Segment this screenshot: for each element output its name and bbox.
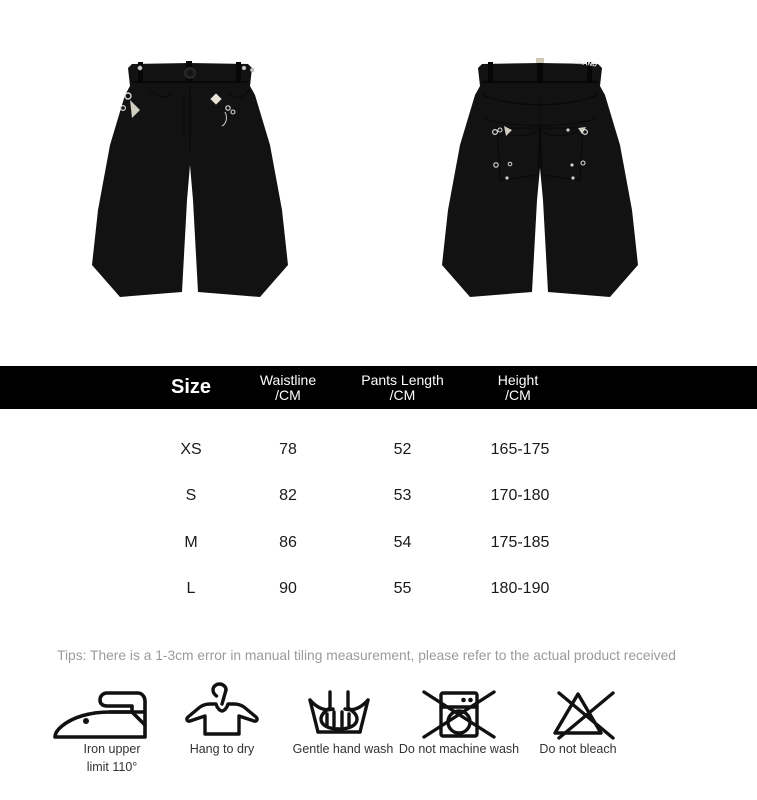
svg-text:Iron upper: Iron upper <box>84 742 141 756</box>
svg-text:Hang to dry: Hang to dry <box>190 742 255 756</box>
svg-text:Do not bleach: Do not bleach <box>539 742 616 756</box>
svg-text:Gentle hand wash: Gentle hand wash <box>293 742 394 756</box>
svg-text:Do not machine wash: Do not machine wash <box>399 742 519 756</box>
svg-text:limit 110°: limit 110° <box>87 760 138 774</box>
